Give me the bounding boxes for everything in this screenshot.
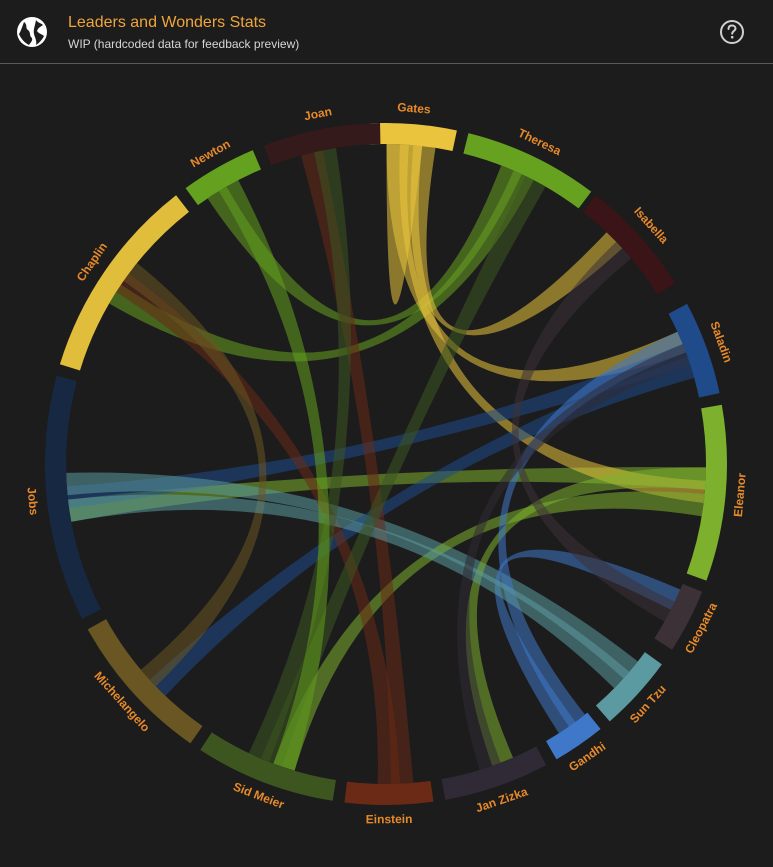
chord-ribbon-jobs-eleanor[interactable] bbox=[67, 467, 706, 522]
chord-arc-gandhi[interactable] bbox=[546, 712, 601, 760]
chord-ribbon-newton-sid-meier[interactable] bbox=[218, 180, 330, 771]
chord-ribbon-sid-meier-eleanor[interactable] bbox=[273, 491, 705, 771]
app-subtitle: WIP (hardcoded data for feedback preview… bbox=[68, 37, 300, 51]
chord-arc-einstein[interactable] bbox=[344, 780, 434, 805]
chord-label-saladin: Saladin bbox=[707, 320, 735, 365]
chord-label-jobs: Jobs bbox=[24, 486, 41, 516]
chord-arc-jan-zizka[interactable] bbox=[441, 746, 547, 800]
chord-arc-sun-tzu[interactable] bbox=[595, 652, 662, 722]
chord-arc-saladin[interactable] bbox=[668, 303, 720, 398]
chord-arc-theresa[interactable] bbox=[463, 133, 592, 209]
chord-ribbon-einstein-joan[interactable] bbox=[301, 150, 414, 784]
chord-arc-isabella[interactable] bbox=[583, 195, 676, 295]
chord-ribbons bbox=[66, 144, 706, 785]
chord-arcs bbox=[44, 123, 727, 805]
chord-arc-cleopatra[interactable] bbox=[654, 583, 703, 650]
chord-ribbon-gates-isabella[interactable] bbox=[410, 145, 623, 336]
chord-label-gates: Gates bbox=[397, 100, 432, 117]
chord-arc-jobs[interactable] bbox=[44, 375, 101, 619]
chord-arc-chaplin[interactable] bbox=[59, 195, 189, 371]
chord-ribbon-jan-zizka-saladin[interactable] bbox=[457, 344, 691, 771]
chord-ribbon-newton-theresa[interactable] bbox=[207, 165, 522, 326]
chord-arc-newton[interactable] bbox=[185, 150, 261, 206]
chord-label-einstein: Einstein bbox=[366, 812, 413, 826]
chord-ribbon-jobs-saladin[interactable] bbox=[66, 344, 691, 509]
chord-arc-gates[interactable] bbox=[368, 123, 457, 151]
chord-arc-sid-meier[interactable] bbox=[200, 732, 336, 801]
chord-label-eleanor: Eleanor bbox=[731, 472, 749, 517]
globe-icon bbox=[17, 17, 47, 47]
chord-arc-michelangelo[interactable] bbox=[87, 619, 203, 744]
app-title: Leaders and Wonders Stats bbox=[68, 14, 267, 31]
chord-ribbon-cleopatra-isabella[interactable] bbox=[512, 241, 675, 622]
chord-chart: GatesTheresaIsabellaSaladinEleanorCleopa… bbox=[24, 100, 749, 826]
chord-arc-eleanor[interactable] bbox=[686, 404, 727, 581]
chord-ribbon-chaplin-michelangelo[interactable] bbox=[123, 263, 267, 687]
chord-ribbon-sun-tzu-jobs[interactable] bbox=[67, 494, 630, 689]
help-circle-icon[interactable] bbox=[719, 19, 745, 45]
chord-ribbon-jobs-sun-tzu[interactable] bbox=[66, 472, 638, 679]
chord-ribbon-joan-sid-meier[interactable] bbox=[248, 147, 351, 762]
chord-ribbon-sid-meier-theresa[interactable] bbox=[260, 176, 546, 767]
chord-label-joan: Joan bbox=[303, 104, 333, 123]
chord-ribbon-michelangelo-saladin[interactable] bbox=[149, 356, 695, 696]
chord-ribbon-gandhi-cleopatra[interactable] bbox=[494, 549, 681, 734]
app-header: Leaders and Wonders Stats WIP (hardcoded… bbox=[0, 0, 773, 64]
chord-arc-joan[interactable] bbox=[263, 123, 381, 166]
